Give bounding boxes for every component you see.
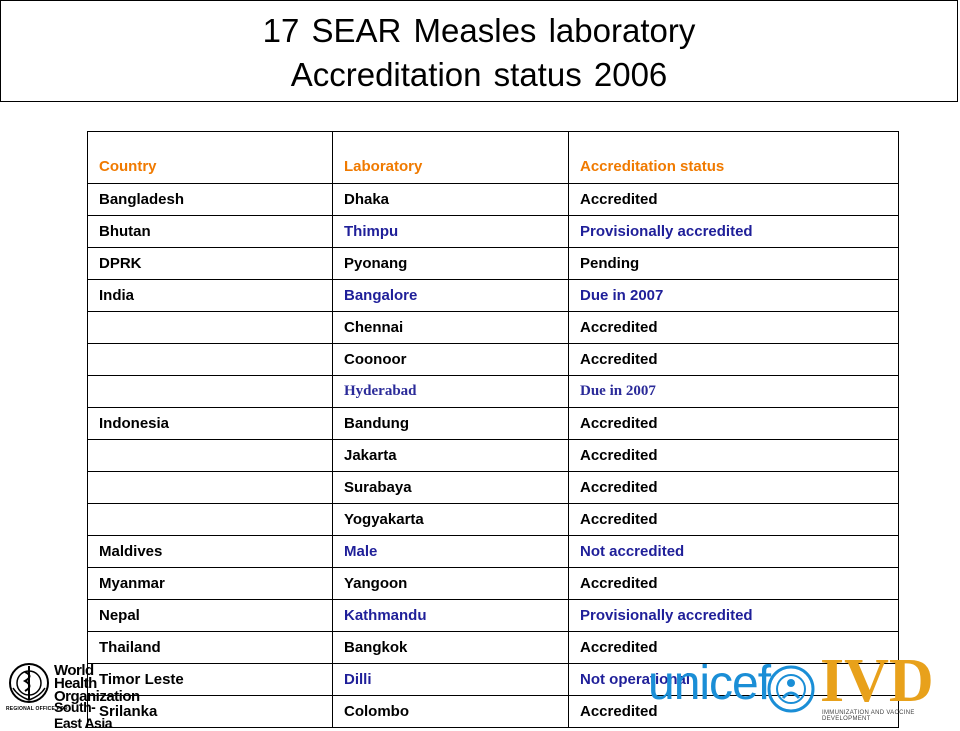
laboratory-cell: Kathmandu (332, 599, 569, 632)
status-cell: Accredited (568, 183, 899, 216)
laboratory-cell: Coonoor (332, 343, 569, 376)
status-cell: Provisionally accredited (568, 215, 899, 248)
who-name-line-1: World Health (54, 662, 97, 692)
title-line-1: 17 SEAR Measles laboratory (262, 12, 696, 49)
laboratory-cell: Jakarta (332, 439, 569, 472)
laboratory-cell: Yangoon (332, 567, 569, 600)
table-header-row: Country Laboratory Accreditation status (87, 131, 899, 184)
laboratory-cell: Thimpu (332, 215, 569, 248)
laboratory-cell: Chennai (332, 311, 569, 344)
ivd-subtitle: IMMUNIZATION AND VACCINE DEVELOPMENT (822, 710, 915, 722)
who-name-line-2: Organization (54, 688, 140, 705)
header-laboratory: Laboratory (332, 131, 569, 184)
status-cell: Accredited (568, 439, 899, 472)
status-cell: Not operational (568, 663, 899, 696)
table-row: DPRK Pyonang Pending (87, 247, 899, 280)
laboratory-cell: Hyderabad (332, 375, 569, 408)
table-row: Hyderabad Due in 2007 (87, 375, 899, 408)
status-cell: Accredited (568, 631, 899, 664)
table-row: Maldives Male Not accredited (87, 535, 899, 568)
status-cell: Accredited (568, 343, 899, 376)
table-row: Surabaya Accredited (87, 471, 899, 504)
country-cell (87, 311, 333, 344)
laboratory-cell: Bangalore (332, 279, 569, 312)
table-row: Jakarta Accredited (87, 439, 899, 472)
country-cell: Bhutan (87, 215, 333, 248)
laboratory-cell: Surabaya (332, 471, 569, 504)
who-logo: World Health Organization REGIONAL OFFIC… (4, 662, 140, 731)
table-row: Indonesia Bandung Accredited (87, 407, 899, 440)
country-cell: Thailand (87, 631, 333, 664)
country-cell (87, 375, 333, 408)
status-cell: Due in 2007 (568, 375, 899, 408)
laboratory-cell: Yogyakarta (332, 503, 569, 536)
country-cell: Timor Leste (87, 663, 333, 696)
laboratory-cell: Colombo (332, 695, 569, 728)
laboratory-cell: Bangkok (332, 631, 569, 664)
status-cell: Accredited (568, 311, 899, 344)
unicef-logo-text: unicef (648, 657, 771, 710)
laboratory-cell: Dhaka (332, 183, 569, 216)
laboratory-cell: Male (332, 535, 569, 568)
country-cell (87, 503, 333, 536)
country-cell: DPRK (87, 247, 333, 280)
laboratory-cell: Dilli (332, 663, 569, 696)
laboratory-cell: Pyonang (332, 247, 569, 280)
header-country: Country (87, 131, 333, 184)
country-cell (87, 343, 333, 376)
country-cell (87, 439, 333, 472)
accreditation-table: Country Laboratory Accreditation status … (87, 131, 899, 728)
status-cell: Due in 2007 (568, 279, 899, 312)
who-emblem-icon (9, 663, 49, 703)
header-accreditation-status: Accreditation status (568, 131, 899, 184)
table-row: Myanmar Yangoon Accredited (87, 567, 899, 600)
status-cell: Accredited (568, 503, 899, 536)
status-cell: Accredited (568, 567, 899, 600)
table-row: Bhutan Thimpu Provisionally accredited (87, 215, 899, 248)
table-row: Yogyakarta Accredited (87, 503, 899, 536)
ivd-logo-text: IVD (820, 647, 934, 715)
who-regional-label: REGIONAL OFFICE FOR (6, 706, 68, 712)
title-line-2: Accreditation status 2006 (290, 56, 668, 93)
country-cell: Indonesia (87, 407, 333, 440)
unicef-emblem-icon (767, 665, 815, 713)
table-row: Chennai Accredited (87, 311, 899, 344)
table-row: Bangladesh Dhaka Accredited (87, 183, 899, 216)
table-row: Coonoor Accredited (87, 343, 899, 376)
country-cell: Nepal (87, 599, 333, 632)
status-cell: Accredited (568, 407, 899, 440)
country-cell (87, 471, 333, 504)
table-row: Nepal Kathmandu Provisionally accredited (87, 599, 899, 632)
table-row: India Bangalore Due in 2007 (87, 279, 899, 312)
country-cell: India (87, 279, 333, 312)
who-name: World Health Organization (54, 662, 140, 705)
laboratory-cell: Bandung (332, 407, 569, 440)
table-row: Thailand Bangkok Accredited (87, 631, 899, 664)
status-cell: Pending (568, 247, 899, 280)
country-cell: Myanmar (87, 567, 333, 600)
country-cell: Bangladesh (87, 183, 333, 216)
table-row: Timor Leste Dilli Not operational (87, 663, 899, 696)
status-cell: Provisionally accredited (568, 599, 899, 632)
slide-title: 17 SEAR Measles laboratory Accreditation… (0, 0, 958, 102)
who-region-label: South-East Asia (54, 699, 113, 731)
status-cell: Not accredited (568, 535, 899, 568)
country-cell: Maldives (87, 535, 333, 568)
status-cell: Accredited (568, 471, 899, 504)
